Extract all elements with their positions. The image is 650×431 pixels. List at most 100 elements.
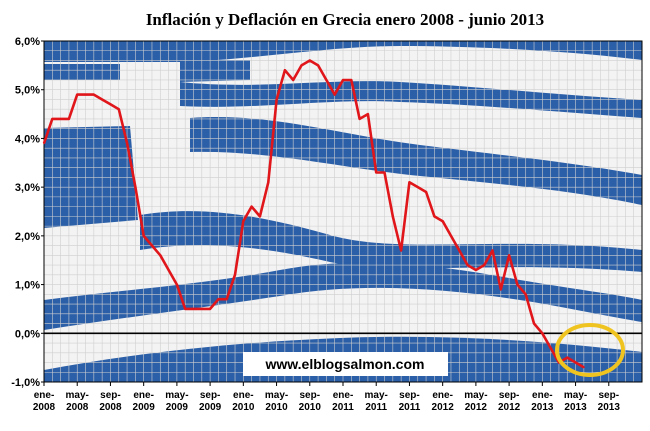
x-tick-year: 2013 <box>564 402 587 413</box>
data-point <box>574 361 577 364</box>
data-point <box>367 113 369 115</box>
data-point <box>391 215 394 218</box>
x-axis-ticks: ene-2008may-2008sep-2008ene-2009may-2009… <box>33 382 620 413</box>
x-tick-year: 2010 <box>299 402 322 413</box>
watermark-box: www.elblogsalmon.com <box>243 352 448 376</box>
data-point <box>458 249 461 252</box>
data-point <box>325 79 328 81</box>
data-point <box>275 98 278 101</box>
x-tick-year: 2009 <box>199 402 222 413</box>
data-point <box>317 64 319 67</box>
y-tick-label: 3,0% <box>15 182 40 194</box>
data-point <box>151 244 153 247</box>
x-tick-year: 2012 <box>498 402 521 413</box>
y-tick-label: 2,0% <box>15 231 40 243</box>
data-point <box>292 79 295 81</box>
data-point <box>101 98 104 101</box>
x-tick-year: 2008 <box>66 402 89 413</box>
data-point <box>126 142 128 145</box>
x-tick-label: sep- <box>499 390 520 401</box>
data-point <box>234 273 236 276</box>
x-tick-label: may- <box>66 390 89 401</box>
x-tick-year: 2010 <box>265 402 288 413</box>
data-point <box>541 332 544 335</box>
data-point <box>283 69 286 72</box>
data-point <box>499 288 502 291</box>
data-point <box>217 298 220 301</box>
x-tick-label: sep- <box>200 390 221 401</box>
data-point <box>225 298 228 301</box>
data-point <box>142 234 145 237</box>
x-tick-label: may- <box>564 390 587 401</box>
data-point <box>134 186 137 189</box>
data-point <box>533 322 535 325</box>
data-point <box>84 93 87 96</box>
data-point <box>516 283 519 286</box>
data-point <box>416 186 419 189</box>
y-tick-label: 5,0% <box>15 85 40 97</box>
data-point <box>209 308 212 310</box>
x-tick-label: sep- <box>299 390 320 401</box>
y-tick-label: 6,0% <box>15 36 40 48</box>
data-point <box>524 293 527 296</box>
data-point <box>491 249 494 252</box>
x-tick-label: may- <box>265 390 288 401</box>
data-point <box>117 108 120 111</box>
y-tick-label: -1,0% <box>11 377 40 389</box>
data-point <box>358 118 361 120</box>
x-tick-year: 2009 <box>166 402 189 413</box>
chart-title: Inflación y Deflación en Grecia enero 20… <box>146 10 544 29</box>
x-tick-label: ene- <box>333 390 354 401</box>
data-point <box>200 308 203 310</box>
x-tick-year: 2011 <box>399 402 421 413</box>
data-point <box>109 103 112 106</box>
y-tick-label: 0,0% <box>15 328 40 340</box>
data-point <box>267 181 270 184</box>
data-point <box>433 215 436 218</box>
x-tick-year: 2008 <box>99 402 122 413</box>
data-point <box>250 205 253 208</box>
x-tick-label: may- <box>464 390 487 401</box>
data-point <box>167 269 170 271</box>
x-tick-year: 2010 <box>232 402 255 413</box>
data-point <box>425 191 427 193</box>
data-point <box>450 234 452 237</box>
deflation-highlight-circle <box>555 323 625 377</box>
x-tick-label: sep- <box>598 390 619 401</box>
x-tick-year: 2013 <box>598 402 621 413</box>
x-tick-year: 2009 <box>133 402 156 413</box>
x-tick-label: ene- <box>34 390 55 401</box>
x-tick-label: ene- <box>133 390 154 401</box>
data-point <box>400 249 403 252</box>
data-point <box>300 64 303 67</box>
x-tick-label: ene- <box>532 390 553 401</box>
data-point <box>342 79 344 81</box>
data-point <box>333 93 336 96</box>
x-tick-label: ene- <box>233 390 254 401</box>
x-tick-year: 2011 <box>365 402 387 413</box>
data-point <box>582 366 585 369</box>
data-point <box>184 308 187 310</box>
watermark-text: www.elblogsalmon.com <box>265 356 425 372</box>
data-point <box>408 181 411 184</box>
x-tick-year: 2008 <box>33 402 56 413</box>
data-point <box>68 118 70 120</box>
data-point <box>92 93 95 96</box>
series-layer <box>42 59 585 369</box>
data-point <box>43 142 45 145</box>
data-point <box>242 220 245 223</box>
data-point <box>508 254 511 257</box>
y-tick-label: 1,0% <box>15 280 40 292</box>
data-point <box>441 220 444 223</box>
data-point <box>259 215 261 218</box>
data-point <box>159 254 162 257</box>
y-axis-ticks: 6,0% 5,0% 4,0% 3,0% 2,0% 1,0% 0,0% -1,0% <box>11 36 44 389</box>
x-tick-label: sep- <box>399 390 420 401</box>
data-point <box>549 347 552 349</box>
data-point <box>350 79 353 81</box>
data-point <box>51 118 54 120</box>
data-point <box>466 264 469 266</box>
x-tick-year: 2012 <box>432 402 455 413</box>
x-tick-year: 2012 <box>465 402 488 413</box>
data-point <box>383 171 386 174</box>
